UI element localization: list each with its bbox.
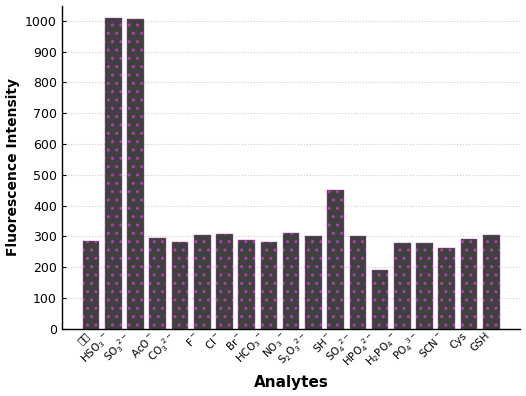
Y-axis label: Fluorescence Intensity: Fluorescence Intensity (6, 78, 19, 256)
Bar (372, 270, 388, 329)
Bar (260, 242, 277, 329)
X-axis label: Analytes: Analytes (254, 375, 329, 390)
Bar (238, 240, 255, 329)
Bar (483, 236, 500, 329)
Bar (127, 19, 144, 329)
Bar (394, 243, 411, 329)
Bar (149, 238, 166, 329)
Bar (305, 236, 322, 329)
Bar (283, 233, 299, 329)
Bar (461, 239, 478, 329)
Bar (194, 235, 210, 329)
Bar (416, 243, 433, 329)
Bar (105, 18, 122, 329)
Bar (216, 234, 233, 329)
Bar (327, 190, 344, 329)
Bar (171, 242, 188, 329)
Bar (439, 248, 455, 329)
Bar (83, 241, 99, 329)
Bar (349, 236, 366, 329)
